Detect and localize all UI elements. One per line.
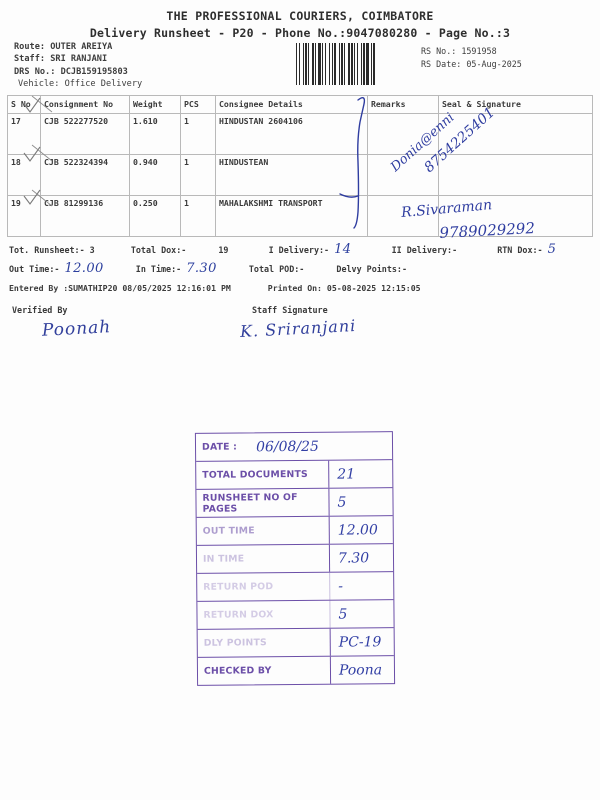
cell-seal xyxy=(438,195,593,237)
col-header-sno: S No xyxy=(7,95,41,114)
entered-by-text: Entered By :SUMATHIP20 08/05/2025 12:16:… xyxy=(9,283,231,293)
cell-pcs: 1 xyxy=(180,113,216,155)
stamp-value-total-documents: 21 xyxy=(328,460,393,488)
summary-row-times: Out Time:- 12.00 In Time:- 7.30 Total PO… xyxy=(9,259,591,278)
cell-sno: 17 xyxy=(7,113,41,155)
stamp-row-runsheet-pages: RUNSHEET NO OF PAGES 5 xyxy=(196,488,393,518)
stamp-label-return-dox: RETURN DOX xyxy=(203,609,274,621)
stamp-value-in-time: 7.30 xyxy=(328,544,394,572)
table-header-row: S No Consignment No Weight PCS Consignee… xyxy=(7,95,593,114)
table-row: 17 CJB 522277520 1.610 1 HINDUSTAN 26041… xyxy=(7,113,593,155)
table-row: 19 CJB 81299136 0.250 1 MAHALAKSHMI TRAN… xyxy=(7,195,593,237)
stamp-row-checked-by: CHECKED BY Poonа xyxy=(198,656,395,685)
rubber-stamp-table: DATE : 06/08/25 TOTAL DOCUMENTS 21 RUNSH… xyxy=(194,431,396,686)
in-time-value: 7.30 xyxy=(186,261,217,276)
cell-remarks xyxy=(367,113,439,155)
cell-remarks xyxy=(367,154,439,196)
cell-consignment: CJB 522277520 xyxy=(40,113,130,155)
stamp-label-runsheet-pages: RUNSHEET NO OF PAGES xyxy=(202,491,298,515)
summary-row-counts: Tot. Runsheet:- 3 Total Dox:- 19 I Deliv… xyxy=(9,240,591,259)
stamp-row-date: DATE : 06/08/25 xyxy=(195,432,393,462)
staff-signature-label: Staff Signature xyxy=(252,305,328,315)
stamp-label-checked-by: CHECKED BY xyxy=(203,665,272,677)
stamp-label-out-time: OUT TIME xyxy=(202,525,255,537)
stamp-label-return-pod: RETURN POD xyxy=(203,581,274,593)
staff-label: Staff: SRI RANJANI xyxy=(14,54,108,65)
verified-by-signature: Poonah xyxy=(41,317,112,341)
stamp-date-value: 06/08/25 xyxy=(255,438,319,455)
i-delivery-value: 14 xyxy=(334,242,352,257)
stamp-label-total-documents: TOTAL DOCUMENTS xyxy=(202,468,308,481)
stamp-row-return-dox: RETURN DOX 5 xyxy=(197,600,394,630)
in-time-label: In Time:- xyxy=(135,264,182,274)
cell-pcs: 1 xyxy=(180,154,216,196)
cell-seal xyxy=(438,113,593,155)
stamp-value-dly-points: PC-19 xyxy=(329,628,394,656)
stamp-label-dly-points: DLY POINTS xyxy=(203,637,267,649)
printed-on-text: Printed On: 05-08-2025 12:15:05 xyxy=(267,283,421,293)
col-header-pcs: PCS xyxy=(180,95,216,114)
col-header-remarks: Remarks xyxy=(367,95,439,114)
cell-weight: 0.940 xyxy=(129,154,181,196)
runsheet-title: Delivery Runsheet - P20 - Phone No.:9047… xyxy=(89,26,511,40)
entered-printed-row: Entered By :SUMATHIP20 08/05/2025 12:16:… xyxy=(9,283,591,293)
rtn-dox-label: RTN Dox:- xyxy=(497,245,543,255)
vehicle-label: Vehicle: Office Delivery xyxy=(18,78,143,89)
cell-sno: 18 xyxy=(7,154,41,196)
staff-signature-value: K. Sriranjani xyxy=(239,315,357,342)
cell-consignee: HINDUSTEAN xyxy=(215,154,368,196)
cell-sno: 19 xyxy=(7,195,41,237)
cell-consignment: CJB 81299136 xyxy=(40,195,130,237)
stamp-row-total-documents: TOTAL DOCUMENTS 21 xyxy=(196,460,393,490)
total-dox-label: Total Dox:- xyxy=(130,245,187,255)
cell-weight: 1.610 xyxy=(129,113,181,155)
cell-remarks xyxy=(367,195,439,237)
company-title: THE PROFESSIONAL COURIERS, COIMBATORE xyxy=(166,9,434,23)
drs-no-label: DRS No.: DCJB159195803 xyxy=(14,66,128,77)
delvy-points-label: Delvy Points:- xyxy=(336,264,408,274)
barcode-image xyxy=(296,43,416,85)
stamp-label-in-time: IN TIME xyxy=(202,553,245,565)
verified-by-label: Verified By xyxy=(12,305,68,315)
stamp-value-return-pod: - xyxy=(329,572,394,600)
col-header-consignment: Consignment No xyxy=(40,95,130,114)
stamp-value-checked-by: Poonа xyxy=(329,656,395,684)
i-delivery-label: I Delivery:- xyxy=(268,245,330,255)
stamp-row-out-time: OUT TIME 12.00 xyxy=(196,516,393,546)
ii-delivery-label: II Delivery:- xyxy=(391,245,458,255)
stamp-value-runsheet-pages: 5 xyxy=(328,488,393,516)
col-header-seal: Seal & Signature xyxy=(438,95,593,114)
header-right-details: RS No.: 1591958 RS Date: 05-Aug-2025 xyxy=(421,45,522,70)
consignment-table: S No Consignment No Weight PCS Consignee… xyxy=(7,95,593,237)
col-header-weight: Weight xyxy=(129,95,181,114)
total-pod-label: Total POD:- xyxy=(248,264,305,274)
stamp-row-return-pod: RETURN POD - xyxy=(197,572,394,602)
rs-date-label: RS Date: 05-Aug-2025 xyxy=(421,58,522,69)
cell-pcs: 1 xyxy=(180,195,216,237)
out-time-value: 12.00 xyxy=(64,261,104,276)
stamp-date-label: DATE : xyxy=(201,441,238,453)
stamp-value-return-dox: 5 xyxy=(329,600,394,628)
cell-weight: 0.250 xyxy=(129,195,181,237)
table-row: 18 CJB 522324394 0.940 1 HINDUSTEAN xyxy=(7,154,593,196)
cell-consignee: HINDUSTAN 2604106 xyxy=(215,113,368,155)
col-header-consignee: Consignee Details xyxy=(215,95,368,114)
tot-runsheet-label: Tot. Runsheet:- 3 xyxy=(9,245,95,255)
total-dox-value: 19 xyxy=(218,245,229,255)
rtn-dox-value: 5 xyxy=(547,242,557,257)
signature-section: Verified By Poonah Staff Signature K. Sr… xyxy=(0,305,600,351)
route-label: Route: OUTER AREIYA xyxy=(14,42,113,52)
cell-consignee: MAHALAKSHMI TRANSPORT xyxy=(215,195,368,237)
rs-no-label: RS No.: 1591958 xyxy=(421,46,497,56)
stamp-row-in-time: IN TIME 7.30 xyxy=(196,544,394,574)
header-left-details: Route: OUTER AREIYA Staff: SRI RANJANI D… xyxy=(14,41,142,90)
cell-seal xyxy=(438,154,593,196)
header-details: Route: OUTER AREIYA Staff: SRI RANJANI D… xyxy=(0,41,600,93)
summary-section: Tot. Runsheet:- 3 Total Dox:- 19 I Deliv… xyxy=(9,240,591,278)
stamp-row-dly-points: DLY POINTS PC-19 xyxy=(197,628,394,658)
cell-consignment: CJB 522324394 xyxy=(40,154,130,196)
stamp-value-out-time: 12.00 xyxy=(328,516,393,544)
out-time-label: Out Time:- xyxy=(9,264,60,274)
